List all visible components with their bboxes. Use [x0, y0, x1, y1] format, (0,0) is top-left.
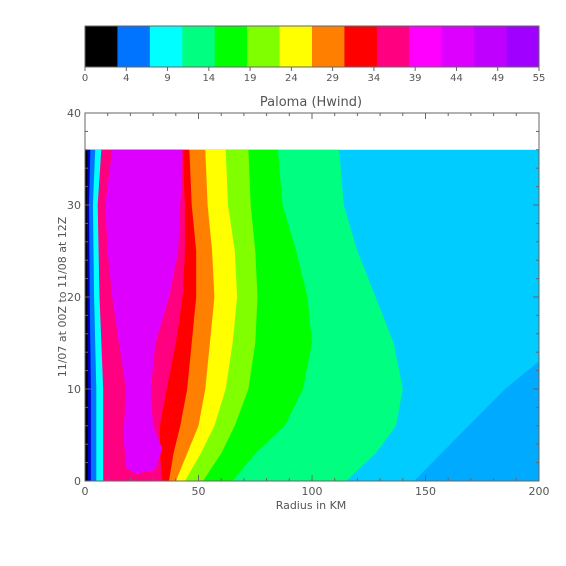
colorbar-tick-label: 4	[123, 73, 129, 84]
colorbar-cell	[117, 26, 151, 67]
contour-band-49	[105, 149, 183, 474]
x-tick-label: 200	[529, 485, 550, 498]
colorbar-tick-label: 29	[326, 73, 339, 84]
y-tick-label: 10	[67, 383, 81, 396]
y-axis-label: 11/07 at 00Z to 11/08 at 12Z	[56, 216, 69, 377]
colorbar-cell	[441, 26, 475, 67]
x-tick-label: 0	[82, 485, 89, 498]
colorbar-tick-label: 19	[244, 73, 257, 84]
colorbar-cell	[376, 26, 410, 67]
colorbar-tick-label: 49	[491, 73, 504, 84]
colorbar-cell	[182, 26, 216, 67]
contour-bands	[85, 149, 539, 481]
colorbar-cell	[312, 26, 345, 67]
chart-title: Paloma (Hwind)	[260, 95, 362, 110]
y-tick-label: 40	[67, 107, 81, 120]
colorbar-tick-label: 39	[409, 73, 422, 84]
y-tick-label: 20	[67, 291, 81, 304]
colorbar-cell	[279, 26, 313, 67]
plot-area	[85, 149, 539, 481]
colorbar-tick-label: 9	[164, 73, 170, 84]
colorbar-cell	[85, 26, 118, 67]
colorbar-tick-label: 24	[285, 73, 298, 84]
x-tick-label: 50	[192, 485, 206, 498]
colorbar-cell	[149, 26, 183, 67]
y-tick-label: 30	[67, 199, 81, 212]
x-axis: 0 50 100 150 200	[82, 113, 550, 498]
x-tick-label: 100	[302, 485, 323, 498]
colorbar-tick-label: 55	[533, 73, 546, 84]
colorbar-cell	[344, 26, 378, 67]
x-tick-label: 150	[415, 485, 436, 498]
colorbar-tick-label: 0	[82, 73, 88, 84]
colorbar-tick-label: 34	[368, 73, 381, 84]
band-deep-blue	[414, 361, 539, 481]
colorbar-tick-label: 44	[450, 73, 463, 84]
colorbar-tick-label: 14	[202, 73, 215, 84]
colorbar-cells	[85, 26, 540, 67]
colorbar-cell	[474, 26, 507, 67]
colorbar-cell	[247, 26, 280, 67]
colorbar-frame	[84, 25, 540, 68]
colorbar-cell	[409, 26, 443, 67]
colorbar-cell	[506, 26, 540, 67]
y-tick-label: 0	[74, 475, 81, 488]
y-axis: 0 10 20 30 40	[67, 107, 539, 488]
colorbar: 0 4 9 14 19 24 29 34 39 44 49 55	[82, 25, 546, 84]
colorbar-tick-labels: 0 4 9 14 19 24 29 34 39 44 49 55	[82, 67, 546, 84]
colorbar-cell	[214, 26, 248, 67]
x-axis-label: Radius in KM	[276, 499, 347, 512]
